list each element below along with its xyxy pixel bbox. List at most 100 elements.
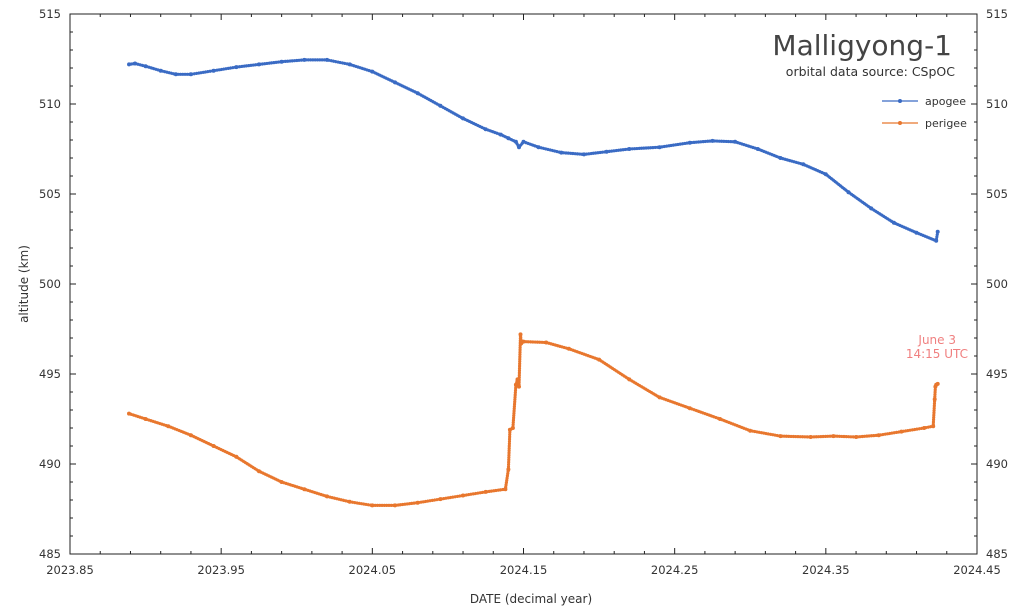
apogee-point bbox=[517, 145, 521, 150]
y-tick-label-left: 505 bbox=[39, 187, 61, 201]
apogee-point bbox=[173, 72, 178, 77]
perigee-point bbox=[513, 382, 518, 387]
y-tick-label-left: 510 bbox=[39, 97, 61, 111]
apogee-point bbox=[657, 145, 662, 150]
x-tick-label: 2024.35 bbox=[802, 563, 850, 577]
x-tick-label: 2024.25 bbox=[651, 563, 699, 577]
apogee-point bbox=[536, 145, 541, 150]
y-tick-label-left: 490 bbox=[39, 457, 61, 471]
y-tick-label-right: 515 bbox=[986, 7, 1008, 21]
perigee-point bbox=[483, 489, 488, 494]
perigee-point bbox=[510, 426, 515, 430]
legend-perigee-label: perigee bbox=[925, 117, 967, 130]
perigee-point bbox=[143, 417, 148, 421]
perigee-point bbox=[566, 346, 571, 351]
perigee-point bbox=[188, 433, 193, 438]
y-tick-label-right: 505 bbox=[986, 187, 1008, 201]
y-tick-label-right: 500 bbox=[986, 277, 1008, 291]
apogee-point bbox=[935, 229, 940, 234]
apogee-point bbox=[415, 91, 420, 96]
y-tick-label-right: 485 bbox=[986, 547, 1008, 561]
apogee-point bbox=[891, 220, 896, 225]
perigee-point bbox=[415, 500, 420, 505]
plot-frame bbox=[69, 13, 978, 555]
perigee-point bbox=[718, 417, 722, 421]
apogee-point bbox=[188, 72, 193, 77]
apogee-point bbox=[801, 162, 806, 167]
annotation-time: 14:15 UTC bbox=[906, 347, 968, 361]
perigee-point bbox=[506, 467, 511, 472]
perigee-point bbox=[517, 384, 521, 389]
perigee-point bbox=[461, 493, 465, 498]
perigee-point bbox=[899, 429, 904, 434]
annotation-date: June 3 bbox=[917, 333, 956, 347]
apogee-point bbox=[211, 68, 216, 73]
perigee-point bbox=[507, 427, 512, 432]
apogee-point bbox=[506, 136, 511, 141]
apogee-point bbox=[521, 139, 526, 144]
apogee-point bbox=[234, 65, 239, 70]
apogee-point bbox=[513, 139, 518, 144]
apogee-point bbox=[627, 147, 632, 151]
apogee-point bbox=[143, 64, 148, 69]
apogee-point bbox=[823, 172, 828, 177]
apogee-point bbox=[733, 139, 738, 144]
y-tick-label-left: 500 bbox=[39, 277, 61, 291]
apogee-point bbox=[257, 62, 261, 67]
apogee-point bbox=[438, 103, 443, 108]
chart-title: Malligyong-1 bbox=[772, 29, 952, 62]
perigee-point bbox=[370, 503, 375, 508]
y-tick-label-right: 490 bbox=[986, 457, 1008, 471]
perigee-point bbox=[257, 469, 261, 474]
perigee-point bbox=[211, 444, 216, 448]
perigee-point bbox=[166, 424, 171, 429]
perigee-point bbox=[935, 381, 940, 386]
x-axis-label: DATE (decimal year) bbox=[470, 592, 592, 606]
perigee-point bbox=[931, 424, 936, 429]
apogee-point bbox=[582, 152, 586, 157]
apogee-point bbox=[914, 230, 919, 235]
perigee-point bbox=[876, 433, 881, 438]
perigee-point bbox=[393, 503, 397, 508]
perigee-point bbox=[234, 454, 239, 459]
apogee-point bbox=[710, 138, 715, 143]
perigee-point bbox=[279, 480, 284, 484]
perigee-marker-band bbox=[127, 334, 940, 507]
perigee-point bbox=[521, 339, 526, 344]
apogee-marker-band bbox=[127, 58, 940, 244]
apogee-point bbox=[687, 140, 692, 145]
y-tick-label-right: 495 bbox=[986, 367, 1008, 381]
perigee-point bbox=[347, 499, 352, 504]
apogee-point bbox=[133, 61, 137, 66]
perigee-point bbox=[503, 487, 508, 492]
perigee-point bbox=[302, 487, 307, 492]
perigee-point bbox=[127, 411, 131, 416]
legend-apogee-label: apogee bbox=[925, 95, 966, 108]
legend-perigee-marker bbox=[898, 121, 902, 125]
apogee-line bbox=[128, 59, 939, 242]
apogee-point bbox=[370, 69, 375, 74]
apogee-point bbox=[934, 238, 939, 243]
x-tick-label: 2024.45 bbox=[953, 563, 1001, 577]
x-tick-label: 2024.15 bbox=[500, 563, 548, 577]
apogee-point bbox=[325, 57, 329, 62]
perigee-point bbox=[597, 357, 602, 362]
y-tick-label-left: 495 bbox=[39, 367, 61, 381]
y-tick-label-left: 485 bbox=[39, 547, 61, 561]
perigee-point bbox=[922, 426, 927, 430]
apogee-point bbox=[846, 190, 851, 195]
perigee-point bbox=[808, 435, 813, 439]
perigee-point bbox=[831, 434, 836, 439]
perigee-line bbox=[128, 334, 939, 506]
perigee-point bbox=[778, 434, 783, 439]
perigee-point bbox=[515, 377, 520, 382]
legend-apogee-marker bbox=[898, 99, 902, 103]
apogee-point bbox=[778, 156, 783, 160]
apogee-point bbox=[279, 59, 284, 64]
apogee-point bbox=[559, 150, 564, 155]
apogee-point bbox=[604, 149, 609, 154]
perigee-point bbox=[325, 494, 329, 499]
perigee-point bbox=[438, 497, 443, 502]
apogee-point bbox=[461, 116, 465, 121]
